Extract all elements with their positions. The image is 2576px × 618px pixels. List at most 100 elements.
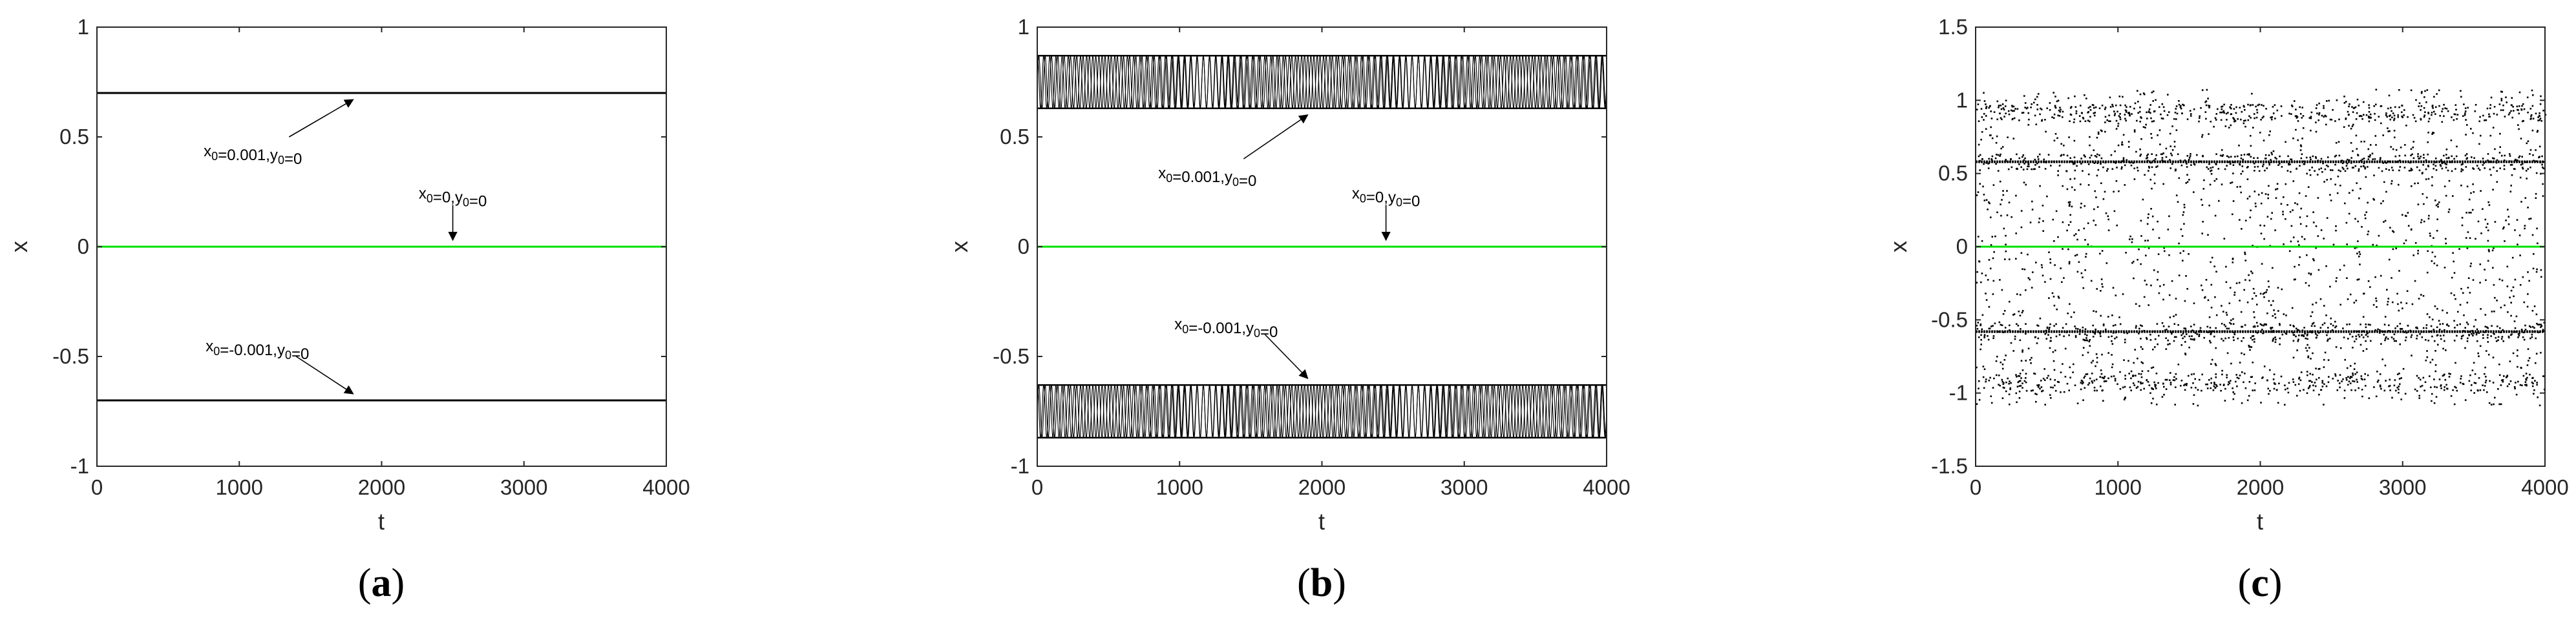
panel-c-data-point	[2038, 166, 2040, 168]
panel-c-data-point	[2133, 129, 2136, 131]
panel-c-data-point	[2285, 141, 2286, 143]
panel-c-data-point	[1983, 163, 1985, 165]
panel-c-data-point	[2299, 106, 2301, 108]
panel-c-data-point	[2417, 182, 2419, 184]
panel-c-data-point	[2097, 169, 2100, 171]
panel-c-data-point	[2294, 100, 2296, 102]
panel-c-data-point	[2254, 325, 2256, 328]
panel-c-data-point	[2308, 169, 2311, 171]
panel-c-data-point	[2212, 166, 2214, 169]
panel-c-data-point	[2140, 324, 2142, 327]
panel-c-data-point	[2014, 338, 2016, 340]
panel-c-data-point	[2157, 165, 2159, 167]
panel-c-data-point	[2401, 105, 2403, 107]
panel-c-data-point	[1981, 240, 1983, 242]
panel-c-data-point	[2109, 120, 2111, 122]
panel-c-data-point	[2502, 380, 2504, 383]
panel-c-data-point	[2288, 382, 2290, 384]
panel-c-data-point	[2091, 380, 2093, 382]
panel-c-data-point	[2351, 336, 2354, 338]
panel-c-data-point	[2504, 160, 2506, 161]
panel-c-data-point	[2493, 112, 2495, 115]
panel-c-data-point	[2196, 333, 2198, 335]
panel-c-data-point	[2455, 168, 2456, 170]
panel-c-data-point	[2354, 362, 2356, 365]
panel-c-data-point	[2062, 110, 2064, 113]
panel-c-data-point	[2461, 335, 2463, 338]
panel-c-data-point	[2000, 105, 2002, 107]
panel-c-data-point	[2486, 223, 2489, 225]
panel-c-data-point	[2423, 157, 2425, 159]
panel-c-data-point	[2100, 335, 2102, 337]
panel-c-data-point	[2315, 333, 2317, 335]
panel-c-data-point	[2175, 373, 2177, 375]
panel-c-data-point	[2440, 335, 2442, 337]
panel-c-data-point	[2252, 325, 2255, 328]
panel-b-y-tick-label: 1	[1018, 15, 1029, 39]
panel-c-data-point	[2243, 154, 2246, 156]
panel-c-data-point	[1990, 158, 1992, 160]
panel-c-data-point	[2005, 381, 2007, 384]
panel-c-data-point	[2380, 343, 2382, 345]
panel-c-data-point	[2281, 115, 2283, 117]
panel-c-data-point	[2232, 117, 2234, 119]
panel-c-data-point	[2232, 200, 2235, 202]
panel-c-data-point	[2226, 314, 2228, 316]
panel-c-data-point	[2057, 114, 2059, 117]
panel-c-data-point	[2379, 329, 2381, 331]
panel-c-data-point	[2092, 324, 2094, 327]
panel-c-data-point	[2332, 324, 2334, 327]
panel-c-data-point	[2122, 293, 2124, 295]
panel-c-data-point	[2433, 262, 2436, 265]
panel-c-data-point	[2214, 363, 2217, 365]
panel-c-data-point	[2479, 345, 2482, 347]
panel-c-data-point	[2135, 375, 2137, 376]
panel-c-data-point	[2513, 386, 2516, 388]
panel-c-data-point	[2385, 112, 2387, 114]
panel-c-data-point	[2539, 119, 2540, 121]
panel-c-data-point	[2318, 393, 2320, 396]
panel-c-data-point	[2452, 389, 2454, 391]
panel-c-data-point	[2425, 339, 2427, 341]
panel-c-data-point	[2385, 337, 2387, 340]
panel-c-data-point	[2050, 165, 2052, 167]
panel-c-data-point	[2525, 379, 2528, 381]
panel-c-data-point	[2294, 265, 2296, 268]
panel-c-data-point	[2025, 333, 2027, 335]
panel-c-data-point	[2371, 152, 2374, 155]
panel-c-data-point	[2464, 154, 2467, 157]
panel-c-data-point	[2070, 106, 2073, 108]
panel-c-data-point	[2036, 384, 2038, 386]
panel-c-data-point	[2111, 335, 2113, 338]
panel-c-data-point	[2049, 262, 2052, 264]
panel-c-data-point	[2186, 181, 2189, 183]
panel-c-data-point	[2470, 262, 2472, 265]
panel-c-data-point	[2054, 106, 2056, 108]
panel-c-data-point	[2445, 167, 2447, 169]
panel-c-data-point	[2087, 351, 2089, 354]
panel-c-data-point	[2103, 380, 2106, 382]
panel-c-data-point	[2289, 324, 2292, 326]
panel-c-data-point	[2069, 120, 2071, 122]
panel-c-data-point	[2352, 150, 2354, 152]
panel-c-data-point	[2522, 336, 2524, 338]
panel-c-data-point	[2506, 375, 2509, 376]
panel-c-data-point	[2129, 235, 2131, 238]
panel-c-data-point	[2118, 96, 2121, 98]
panel-c-data-point	[2387, 127, 2389, 129]
panel-c-data-point	[2053, 240, 2055, 242]
panel-c-data-point	[2147, 153, 2149, 156]
panel-c-data-point	[2272, 340, 2274, 342]
panel-c-data-point	[2183, 203, 2186, 206]
panel-c-data-point	[2281, 166, 2283, 168]
panel-c-data-point	[2418, 157, 2421, 160]
panel-c-data-point	[2306, 392, 2308, 395]
panel-c-data-point	[2334, 320, 2336, 323]
panel-c-data-point	[2440, 387, 2442, 389]
panel-c-data-point	[2364, 214, 2366, 216]
panel-c-data-point	[2436, 230, 2438, 232]
panel-c-data-point	[2383, 221, 2385, 223]
panel-c-data-point	[2241, 371, 2243, 373]
panel-c-data-point	[2489, 104, 2492, 106]
panel-c-data-point	[2418, 397, 2420, 399]
